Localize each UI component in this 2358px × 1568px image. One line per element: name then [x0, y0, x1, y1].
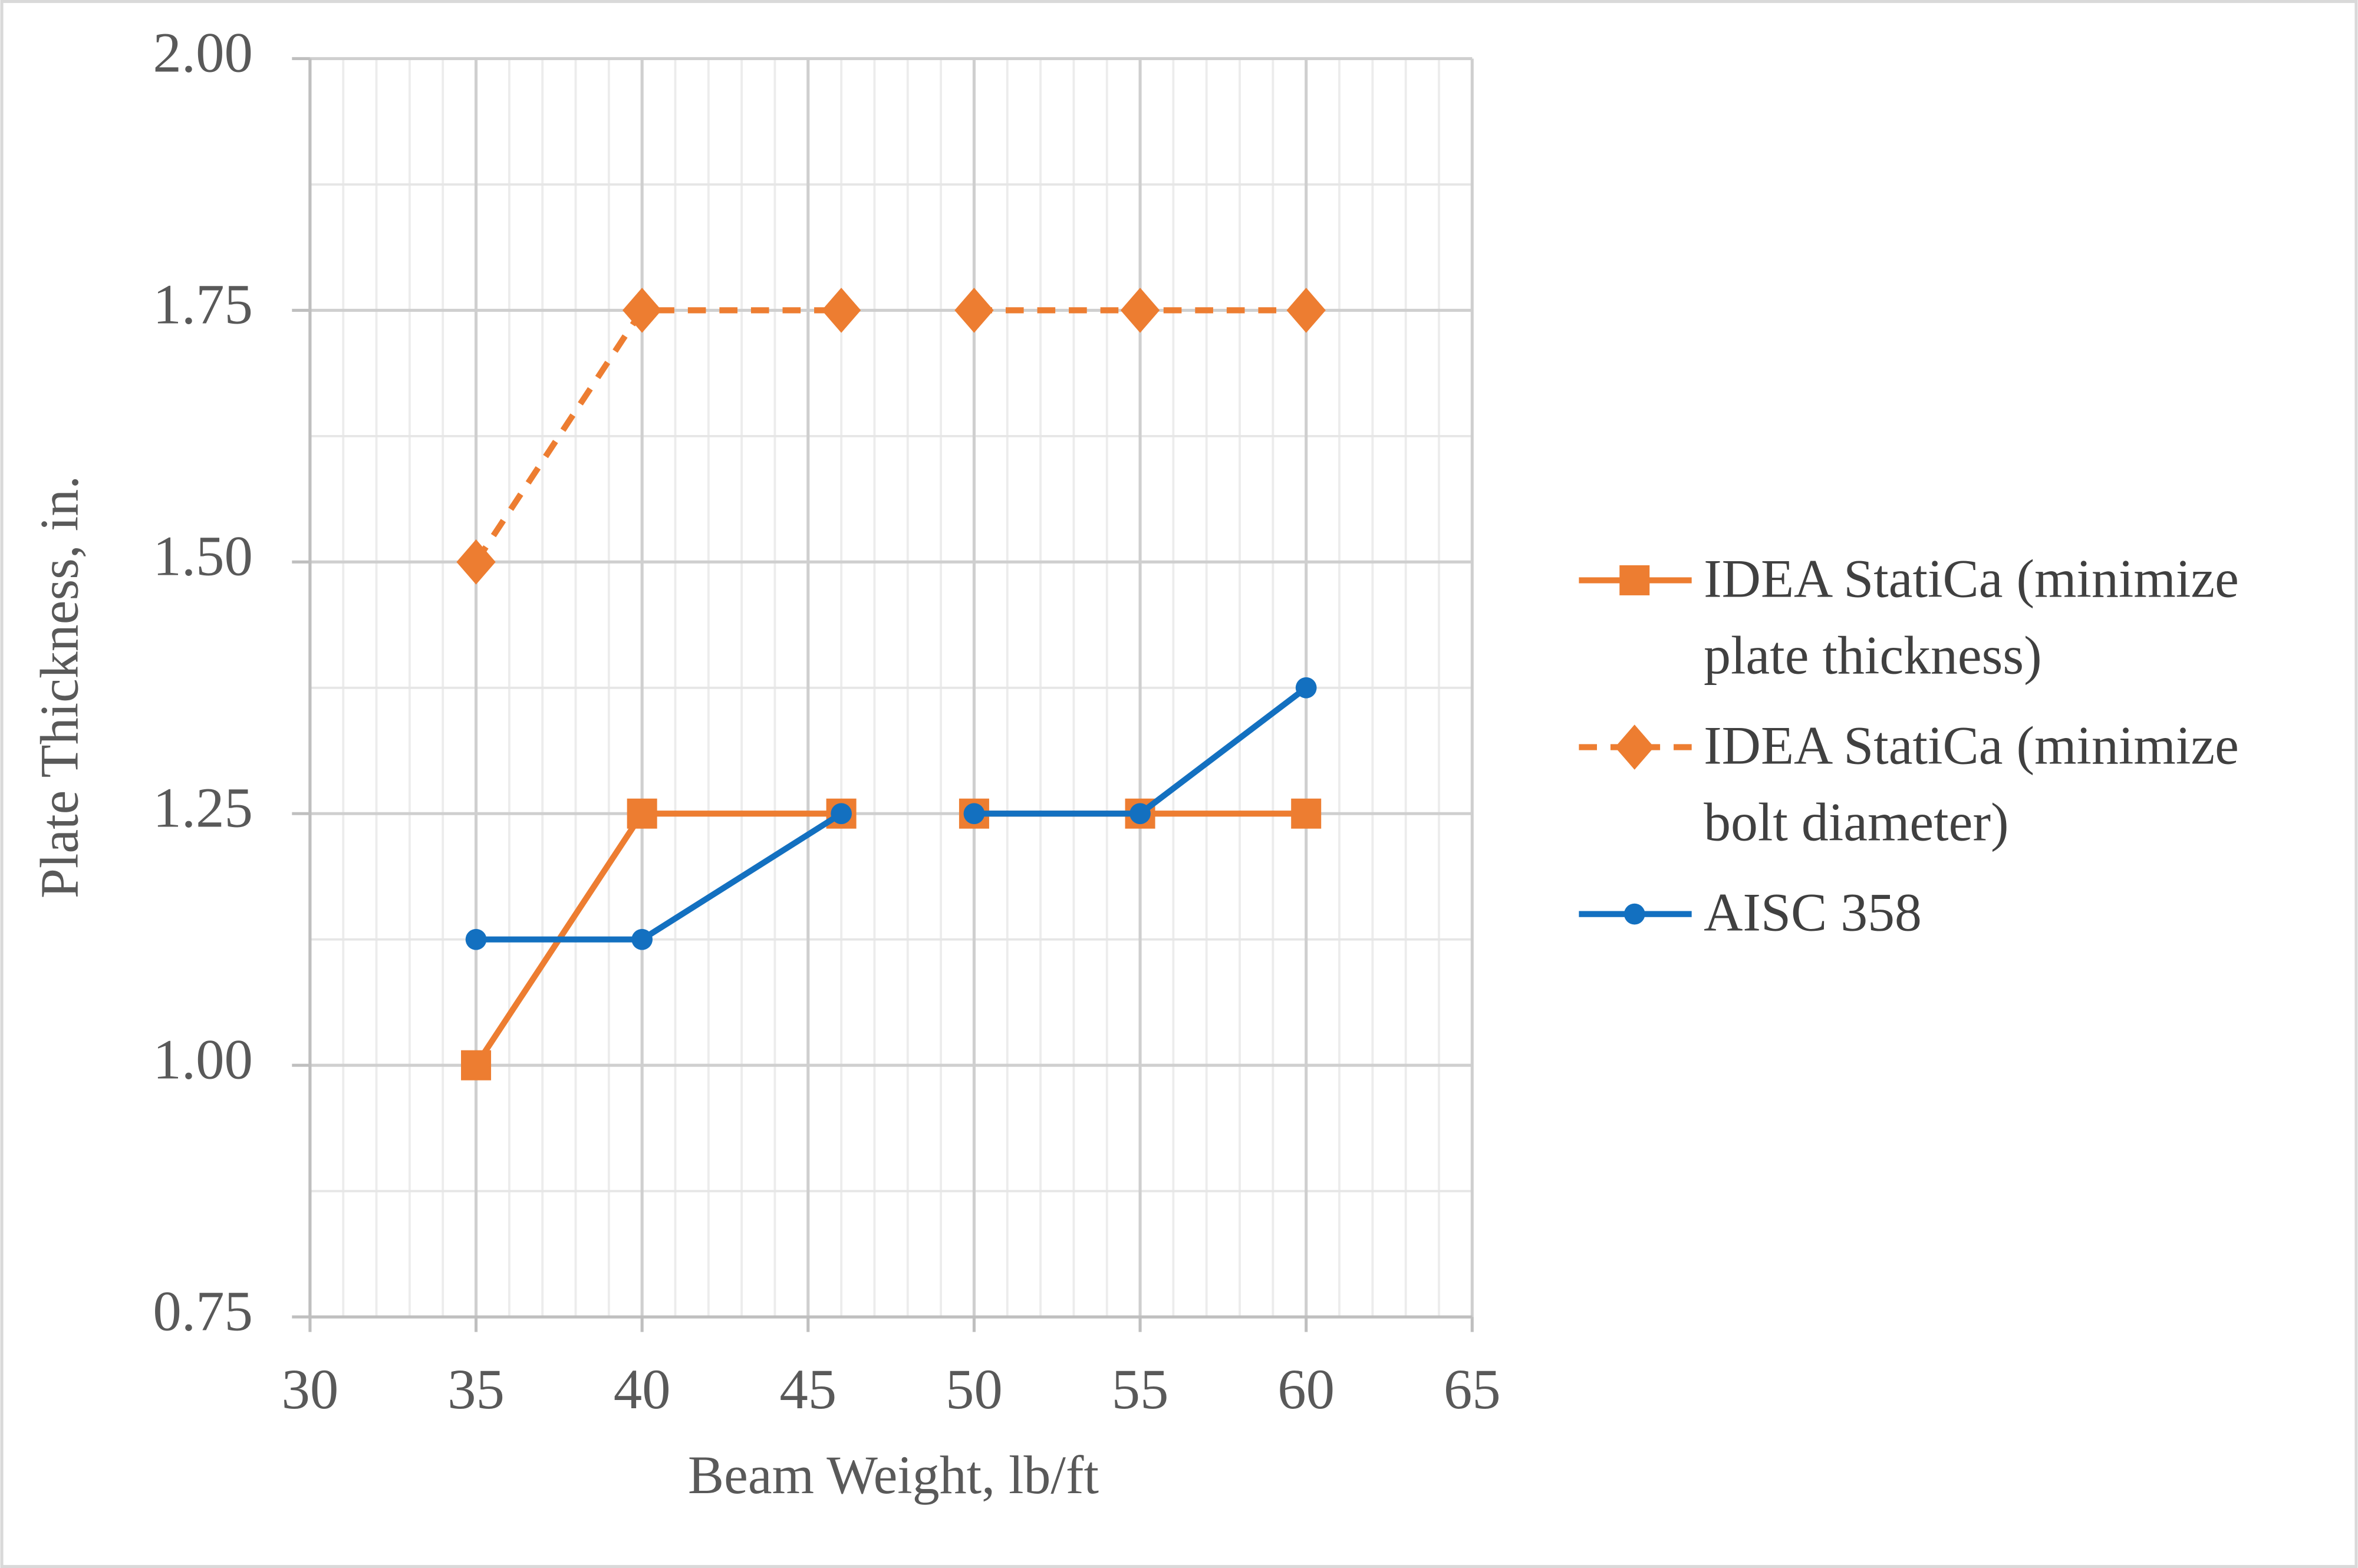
y-tick-label: 1.75 [153, 273, 253, 336]
x-tick-label: 50 [946, 1358, 1003, 1421]
marker [831, 803, 852, 825]
marker [456, 539, 496, 585]
marker [1295, 677, 1317, 699]
x-tick-label: 30 [281, 1358, 338, 1421]
marker [461, 1050, 492, 1081]
x-axis-title: Beam Weight, lb/ft [688, 1445, 1099, 1505]
x-tick-label: 45 [779, 1358, 837, 1421]
x-tick-label: 55 [1112, 1358, 1169, 1421]
marker [465, 928, 487, 950]
marker [627, 798, 657, 829]
y-tick-label: 1.25 [153, 776, 253, 839]
legend-marker [1619, 565, 1650, 595]
legend-item: AISC 358 [1704, 882, 1922, 943]
grid: 30 35 40 45 50 55 60 65 0.75 1.00 1.25 1.50 1.75 2.00 [153, 21, 1500, 1421]
x-tick-label: 65 [1444, 1358, 1501, 1421]
legend-marker [1615, 724, 1654, 770]
marker [631, 928, 653, 950]
marker [1129, 803, 1151, 825]
y-axis-title: Plate Thickness, in. [29, 476, 89, 898]
x-tick-label: 60 [1277, 1358, 1335, 1421]
legend-item: IDEA StatiCa (minimize plate thickness) [1704, 548, 2239, 686]
legend-label: IDEA StatiCa (minimize bolt diameter) [1704, 715, 2239, 853]
x-tick-label: 35 [447, 1358, 505, 1421]
marker [1291, 798, 1322, 829]
y-tick-label: 0.75 [153, 1279, 253, 1342]
x-tick-label: 40 [614, 1358, 671, 1421]
legend-item: IDEA StatiCa (minimize bolt diameter) [1704, 715, 2239, 853]
marker [963, 803, 985, 825]
y-tick-label: 2.00 [153, 21, 253, 84]
y-tick-label: 1.50 [153, 525, 253, 588]
legend-marker [1623, 903, 1645, 925]
legend-label: IDEA StatiCa (minimize plate thickness) [1704, 548, 2239, 686]
y-tick-label: 1.00 [153, 1027, 253, 1091]
legend-label: AISC 358 [1704, 882, 1922, 943]
